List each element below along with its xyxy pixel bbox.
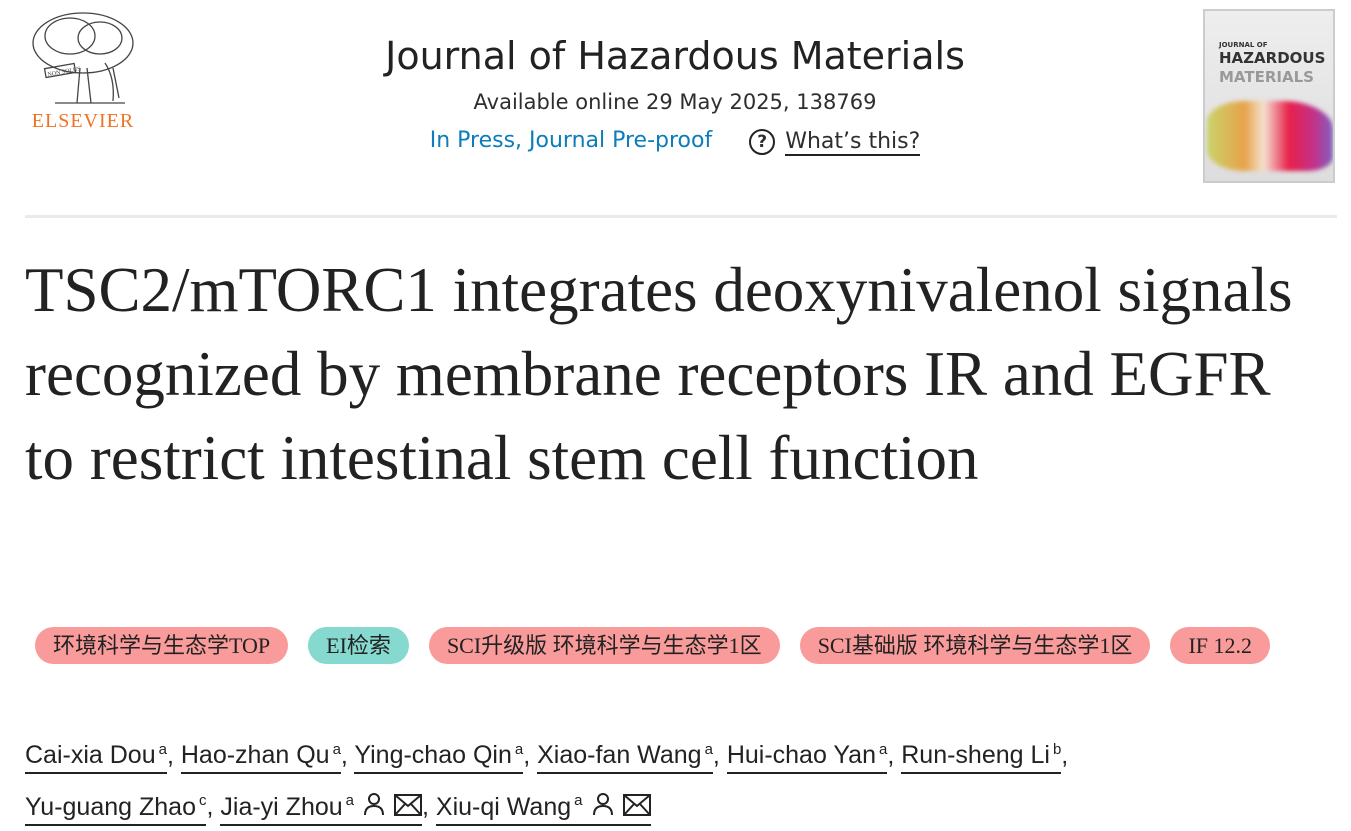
person-icon[interactable] [591, 785, 615, 831]
author-name: Hui-chao Yan [726, 741, 876, 770]
cover-title: JOURNAL OF HAZARDOUS [1219, 41, 1326, 67]
tag-badge: IF 12.2 [1170, 627, 1270, 664]
author-link[interactable]: Xiu-qi Wang a [435, 792, 651, 826]
tag-badge: SCI升级版 环境科学与生态学1区 [428, 627, 780, 664]
tag-badge: EI检索 [308, 627, 409, 664]
author-link[interactable]: Hui-chao Yan a [726, 741, 888, 775]
whats-this-label: What’s this? [785, 128, 921, 156]
svg-text:NON SOLUS: NON SOLUS [47, 66, 81, 78]
envelope-icon[interactable] [394, 785, 422, 831]
affiliation-marker: a [158, 741, 167, 758]
author-name: Cai-xia Dou [25, 741, 156, 770]
affiliation-marker: a [332, 741, 341, 758]
elsevier-logo[interactable]: NON SOLUS ELSEVIER [24, 8, 142, 133]
author-link[interactable]: Xiao-fan Wang a [537, 741, 713, 775]
author-link[interactable]: Cai-xia Dou a [25, 741, 167, 775]
divider [25, 215, 1337, 218]
person-icon[interactable] [362, 785, 386, 831]
author-link[interactable]: Hao-zhan Qu a [180, 741, 341, 775]
cover-subtitle: MATERIALS [1219, 68, 1314, 86]
tree-logo-icon: NON SOLUS [32, 12, 134, 104]
journal-title[interactable]: Journal of Hazardous Materials [385, 34, 965, 78]
author-link[interactable]: Yu-guang Zhao c [25, 792, 207, 826]
author-name: Xiao-fan Wang [537, 741, 702, 770]
author-name: Jia-yi Zhou [220, 792, 343, 821]
publisher-name: ELSEVIER [31, 110, 135, 132]
tag-badge: 环境科学与生态学TOP [35, 627, 289, 664]
author-link[interactable]: Jia-yi Zhou a [220, 792, 422, 826]
author-name: Run-sheng Li [901, 741, 1050, 770]
author-name: Ying-chao Qin [354, 741, 512, 770]
whats-this-button[interactable]: ? What’s this? [749, 128, 921, 156]
affiliation-marker: a [345, 792, 354, 810]
affiliation-marker: a [704, 741, 713, 758]
affiliation-marker: c [198, 792, 207, 810]
envelope-icon[interactable] [622, 785, 651, 831]
tag-badge: SCI基础版 环境科学与生态学1区 [799, 627, 1151, 664]
availability-info: Available online 29 May 2025, 138769 [473, 90, 877, 114]
author-link[interactable]: Ying-chao Qin a [354, 741, 524, 775]
author-name: Xiu-qi Wang [435, 792, 572, 821]
article-title: TSC2/mTORC1 integrates deoxynivalenol si… [25, 255, 1293, 493]
affiliation-marker: a [514, 741, 524, 758]
in-press-link[interactable]: In Press, Journal Pre-proof [429, 128, 713, 153]
affiliation-marker: a [878, 741, 888, 758]
author-link[interactable]: Run-sheng Li b [901, 741, 1062, 775]
journal-cover[interactable]: JOURNAL OF HAZARDOUS MATERIALS [1203, 9, 1335, 183]
affiliation-marker: b [1052, 741, 1062, 758]
affiliation-marker: a [574, 792, 583, 810]
author-name: Hao-zhan Qu [180, 741, 330, 770]
author-list: Cai-xia Dou a, Hao-zhan Qu a, Ying-chao Qi… [25, 727, 1335, 831]
question-icon: ? [749, 129, 776, 155]
author-name: Yu-guang Zhao [25, 792, 196, 821]
tag-list: 环境科学与生态学TOP EI检索 SCI升级版 环境科学与生态学1区 SCI基础… [35, 627, 1335, 664]
cover-world-map [1207, 101, 1333, 171]
